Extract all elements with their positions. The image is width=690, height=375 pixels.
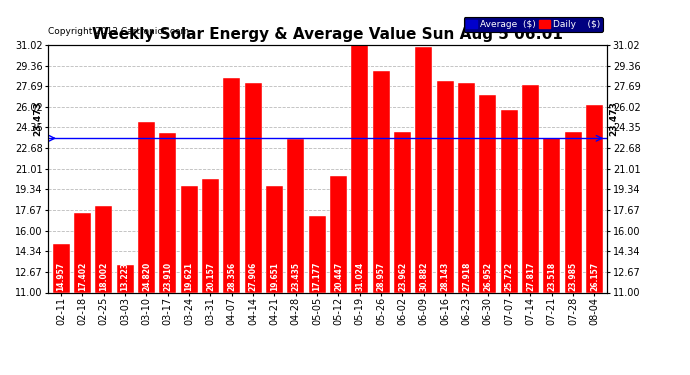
Title: Weekly Solar Energy & Average Value Sun Aug 5 06:01: Weekly Solar Energy & Average Value Sun … <box>92 27 563 42</box>
Text: Copyright 2012 Cartronics.com: Copyright 2012 Cartronics.com <box>48 27 190 36</box>
Text: 31.024: 31.024 <box>355 261 364 291</box>
Bar <box>74 213 91 292</box>
Bar <box>244 84 262 292</box>
Text: 26.157: 26.157 <box>590 261 599 291</box>
Text: 27.906: 27.906 <box>248 261 257 291</box>
Bar <box>330 176 347 292</box>
Bar <box>437 81 453 292</box>
Text: 20.447: 20.447 <box>334 261 343 291</box>
Text: 23.962: 23.962 <box>398 261 407 291</box>
Bar <box>181 186 197 292</box>
Text: 17.177: 17.177 <box>313 261 322 291</box>
Text: 17.402: 17.402 <box>78 261 87 291</box>
Bar <box>224 78 240 292</box>
Legend: Average  ($), Daily    ($): Average ($), Daily ($) <box>464 17 602 32</box>
Bar <box>138 122 155 292</box>
Text: 28.143: 28.143 <box>441 261 450 291</box>
Text: 19.621: 19.621 <box>185 261 194 291</box>
Bar <box>117 265 134 292</box>
Text: 28.957: 28.957 <box>377 261 386 291</box>
Bar <box>373 70 390 292</box>
Text: 23.518: 23.518 <box>547 261 556 291</box>
Text: 30.882: 30.882 <box>420 261 428 291</box>
Text: 14.957: 14.957 <box>57 261 66 291</box>
Text: 25.722: 25.722 <box>504 261 513 291</box>
Text: 20.157: 20.157 <box>206 261 215 291</box>
Bar <box>586 105 603 292</box>
Bar <box>415 47 432 292</box>
Bar <box>480 95 496 292</box>
Bar <box>308 216 326 292</box>
Bar <box>266 186 283 292</box>
Text: 23.473: 23.473 <box>33 101 42 136</box>
Bar <box>522 85 539 292</box>
Text: 24.820: 24.820 <box>142 261 151 291</box>
Bar <box>202 179 219 292</box>
Bar <box>564 132 582 292</box>
Text: 23.435: 23.435 <box>291 262 300 291</box>
Bar <box>500 111 518 292</box>
Bar <box>543 138 560 292</box>
Text: 19.651: 19.651 <box>270 262 279 291</box>
Text: 23.985: 23.985 <box>569 261 578 291</box>
Bar <box>159 133 176 292</box>
Text: 13.223: 13.223 <box>121 261 130 291</box>
Text: 27.817: 27.817 <box>526 261 535 291</box>
Bar <box>52 244 70 292</box>
Text: 28.356: 28.356 <box>227 261 236 291</box>
Bar <box>287 139 304 292</box>
Bar <box>351 45 368 292</box>
Text: 23.473: 23.473 <box>609 101 618 136</box>
Text: 27.918: 27.918 <box>462 261 471 291</box>
Bar <box>394 132 411 292</box>
Text: 26.952: 26.952 <box>483 262 492 291</box>
Bar <box>458 83 475 292</box>
Text: 18.002: 18.002 <box>99 261 108 291</box>
Bar <box>95 206 112 292</box>
Text: 23.910: 23.910 <box>164 261 172 291</box>
